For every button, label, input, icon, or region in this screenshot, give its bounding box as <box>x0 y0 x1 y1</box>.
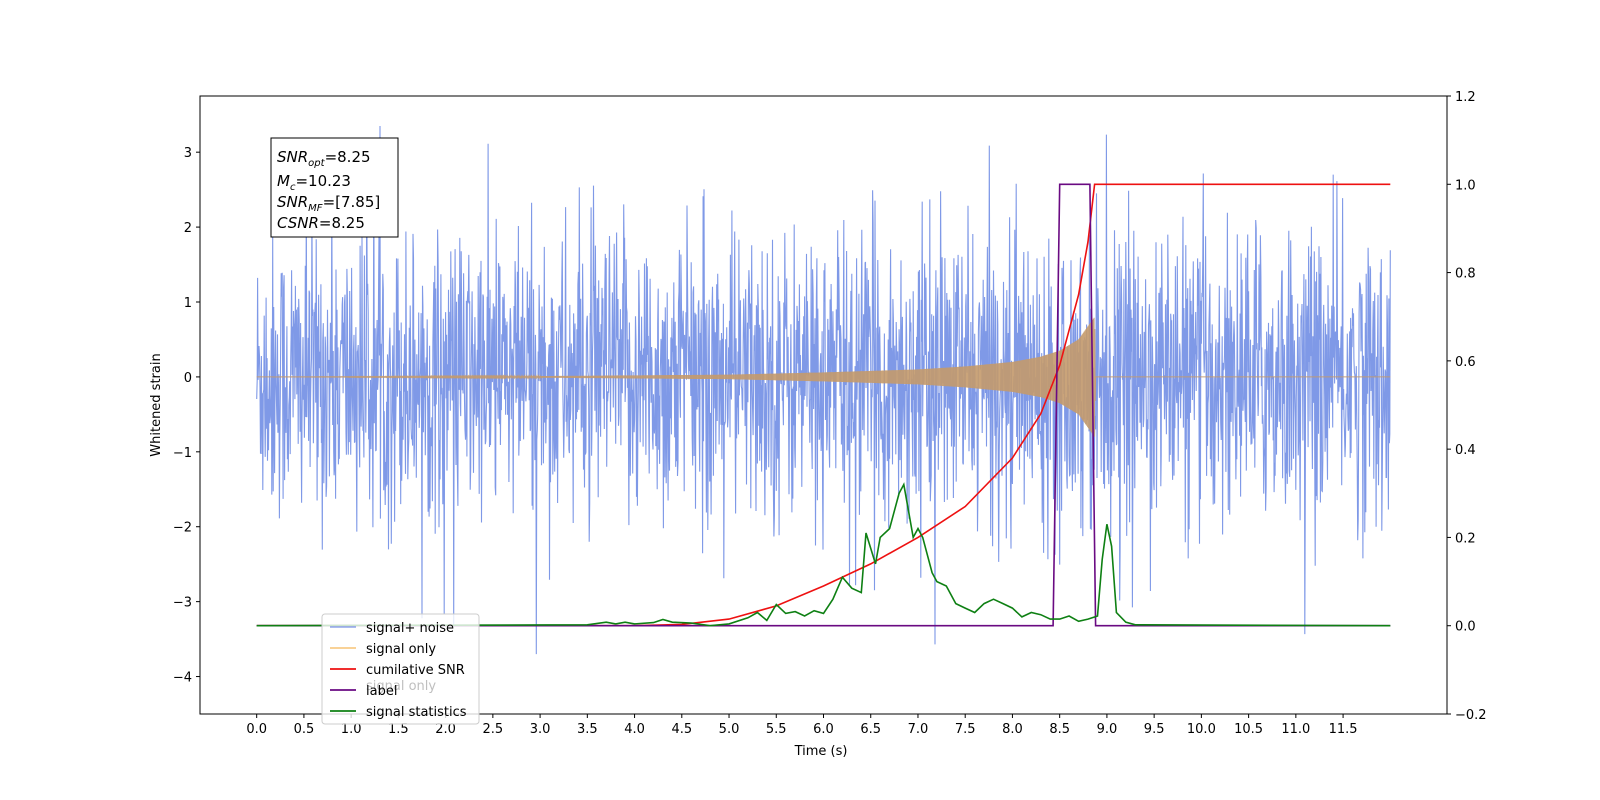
line-series-layer <box>256 183 1391 627</box>
x-tick-label: 11.0 <box>1281 722 1310 737</box>
x-tick-label: 4.0 <box>624 722 645 737</box>
annotation-frame <box>270 137 399 238</box>
x-tick-label: 6.5 <box>860 722 881 737</box>
y-right-tick-label: 0.0 <box>1455 620 1476 635</box>
y-axis-label: Whitened strain <box>149 353 164 456</box>
y-right-tick-label: 0.6 <box>1455 355 1476 370</box>
signal-only-series-layer <box>256 317 1391 437</box>
y-right-tick-label: 0.2 <box>1455 531 1476 546</box>
x-tick-label: 7.0 <box>908 722 929 737</box>
y-right-tick-label: 1.2 <box>1455 90 1476 105</box>
annotation-box: SNRopt=8.25 Mc=10.23 SNRMF=[7.85] CSNR=8… <box>270 137 399 238</box>
x-tick-label: 8.0 <box>1002 722 1023 737</box>
x-tick-label: 6.0 <box>813 722 834 737</box>
legend-label: signal statistics <box>366 705 467 720</box>
legend-overlap-text: signal only <box>366 679 436 694</box>
x-tick-label: 8.5 <box>1049 722 1070 737</box>
x-tick-label: 9.0 <box>1097 722 1118 737</box>
y-left-tick-label: 2 <box>184 221 192 236</box>
annotation-csnr: CSNR=8.25 <box>277 214 365 232</box>
y-left-tick-label: −2 <box>173 521 192 536</box>
y-right-tick-label: 0.8 <box>1455 267 1476 282</box>
series-signal-statistics <box>256 482 1391 627</box>
y-right-tick-label: 1.0 <box>1455 178 1476 193</box>
x-tick-label: 10.5 <box>1234 722 1263 737</box>
y-axis-left: −4 −3 −2 −1 0 1 2 3 <box>173 146 200 686</box>
x-tick-label: 5.5 <box>766 722 787 737</box>
x-tick-label: 1.0 <box>341 722 362 737</box>
y-left-tick-label: −1 <box>173 446 192 461</box>
y-left-tick-label: −3 <box>173 596 192 611</box>
y-right-tick-label: −0.2 <box>1455 708 1487 723</box>
legend-label: cumilative SNR <box>366 663 465 678</box>
x-tick-label: 9.5 <box>1144 722 1165 737</box>
annotation-snr-opt: SNRopt=8.25 <box>277 148 371 169</box>
x-tick-label: 11.5 <box>1329 722 1358 737</box>
x-axis: 0.0 0.5 1.0 1.5 2.0 2.5 3.0 3.5 4.0 4.5 5.0 5.5 6.0 6… <box>246 714 1358 737</box>
x-tick-label: 4.5 <box>671 722 692 737</box>
annotation-snr-mf: SNRMF=[7.85] <box>277 193 380 214</box>
x-tick-label: 0.0 <box>246 722 267 737</box>
y-left-tick-label: 0 <box>184 371 192 386</box>
y-left-tick-label: −4 <box>173 671 192 686</box>
legend-frame <box>321 613 480 725</box>
x-tick-label: 2.5 <box>483 722 504 737</box>
legend-label: label <box>366 684 397 699</box>
x-tick-label: 0.5 <box>294 722 315 737</box>
y-right-tick-label: 0.4 <box>1455 443 1476 458</box>
noise-series-layer <box>256 125 1391 655</box>
x-tick-label: 3.0 <box>530 722 551 737</box>
x-tick-label: 7.5 <box>955 722 976 737</box>
y-axis-right: −0.2 0.0 0.2 0.4 0.6 0.8 1.0 1.2 <box>1447 90 1487 723</box>
series-label <box>256 183 1391 627</box>
x-tick-label: 5.0 <box>719 722 740 737</box>
x-tick-label: 2.0 <box>435 722 456 737</box>
x-tick-label: 1.5 <box>388 722 409 737</box>
x-tick-label: 3.5 <box>577 722 598 737</box>
x-axis-label: Time (s) <box>794 744 848 759</box>
series-signal-only <box>256 317 1391 437</box>
series-signal-plus-noise <box>256 125 1391 655</box>
legend-label: signal only <box>366 642 436 657</box>
legend-label: signal+ noise <box>366 621 454 636</box>
annotation-mc: Mc=10.23 <box>277 172 351 193</box>
y-left-tick-label: 3 <box>184 146 192 161</box>
y-left-tick-label: 1 <box>184 296 192 311</box>
x-tick-label: 10.0 <box>1187 722 1216 737</box>
